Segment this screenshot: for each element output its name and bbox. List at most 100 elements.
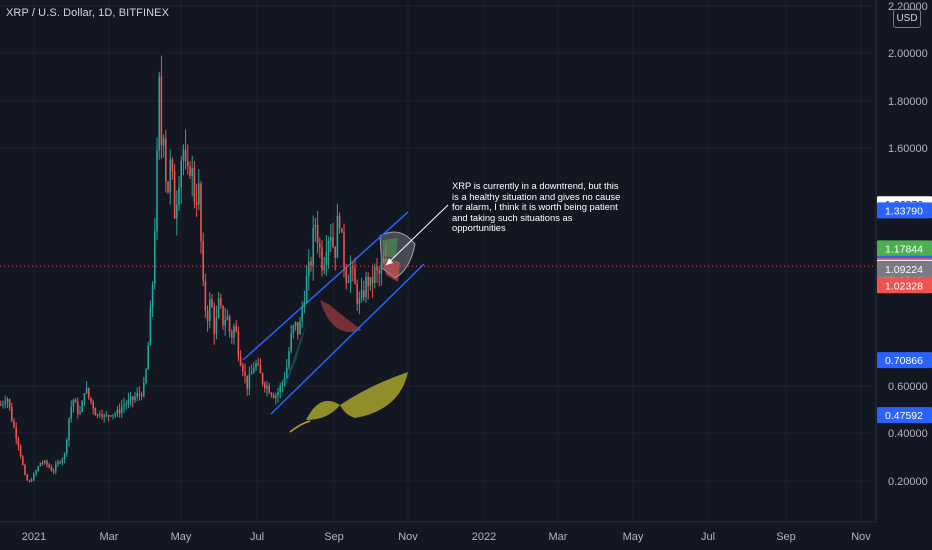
candle-body <box>48 464 50 468</box>
candle-body <box>140 394 143 397</box>
candle-body <box>272 395 275 398</box>
candle-body <box>11 407 13 422</box>
candle-body <box>112 414 114 416</box>
candle-body <box>257 363 259 365</box>
y-tick-label: 0.40000 <box>888 428 928 440</box>
candle-body <box>213 306 215 334</box>
y-tick-label: 0.20000 <box>888 476 928 488</box>
candle-body <box>365 276 367 298</box>
x-tick-label: Sep <box>324 531 344 543</box>
candle-body <box>4 401 6 404</box>
price-labels: 1.363761.337901.178441.113791.1037009:47… <box>877 196 932 424</box>
candle-body <box>37 466 39 471</box>
candle-body <box>74 399 77 403</box>
candle-body <box>182 149 185 161</box>
price-label-text: 1.02328 <box>885 280 923 292</box>
candle-body <box>101 414 103 417</box>
candle-body <box>19 445 22 457</box>
candle-body <box>107 415 110 417</box>
channel-lower-line <box>270 263 425 415</box>
candle-body <box>237 331 240 357</box>
price-label-text: 1.09224 <box>885 264 923 276</box>
price-label-box <box>877 202 932 219</box>
candle-body <box>96 414 99 416</box>
x-tick-label: Mar <box>100 531 119 543</box>
candle-body <box>149 307 152 346</box>
candle-body <box>290 332 292 352</box>
price-label-box <box>877 352 932 369</box>
candle-body <box>178 187 180 205</box>
time-axis[interactable] <box>0 522 932 550</box>
candle-body <box>123 404 125 407</box>
candle-body <box>169 159 171 193</box>
price-label-box <box>877 240 932 257</box>
candle-body <box>15 427 17 439</box>
currency-button[interactable]: USD <box>893 9 921 28</box>
candle-body <box>222 305 224 326</box>
candle-body <box>259 364 262 374</box>
candle-body <box>189 166 191 176</box>
candle-body <box>233 325 235 338</box>
candle-body <box>281 382 284 386</box>
candle-body <box>303 301 306 308</box>
candle-body <box>246 375 248 389</box>
candle-body <box>44 461 46 463</box>
candle-body <box>250 372 253 375</box>
candle-body <box>239 356 242 366</box>
candle-body <box>68 418 70 441</box>
price-label-text: 1.17844 <box>885 243 923 255</box>
price-label-box <box>877 277 932 294</box>
candle-body <box>200 183 202 242</box>
candle-body <box>24 464 26 475</box>
candle-body <box>283 377 286 383</box>
candle-body <box>151 283 154 308</box>
candle-body <box>336 215 339 258</box>
candle-body <box>28 480 31 482</box>
red-arc-shape <box>320 300 362 332</box>
candle-body <box>160 76 163 146</box>
candle-body <box>369 277 372 287</box>
candle-body <box>204 281 207 311</box>
candle-body <box>22 456 24 465</box>
candle-body <box>327 240 330 252</box>
drawings-layer <box>242 211 425 433</box>
candle-body <box>99 414 101 416</box>
candle-body <box>367 276 369 287</box>
wave-shape <box>306 372 408 420</box>
x-tick-label: May <box>171 531 192 543</box>
x-tick-label: Nov <box>398 531 418 543</box>
annotation-arrow-head <box>386 258 393 265</box>
candle-body <box>332 237 334 247</box>
candle-body <box>217 298 220 318</box>
x-tick-label: 2022 <box>472 531 496 543</box>
candle-body <box>136 393 138 398</box>
candle-body <box>167 181 169 193</box>
candle-body <box>286 367 288 378</box>
price-label-text: 0.70866 <box>885 355 923 367</box>
candle-body <box>2 403 4 405</box>
candle-body <box>341 228 343 233</box>
candle-body <box>211 299 213 307</box>
candle-body <box>52 470 55 472</box>
candle-body <box>6 399 9 402</box>
candle-body <box>57 461 59 465</box>
candle-body <box>352 266 354 269</box>
time-axis-ticks: 2021 Mar May Jul Sep Nov 2022 Mar May Jul Sep Nov <box>22 531 872 543</box>
candle-body <box>356 283 358 304</box>
price-label-box <box>877 407 932 424</box>
x-tick-label: Nov <box>851 531 871 543</box>
candle-body <box>191 168 193 176</box>
candle-body <box>70 406 72 419</box>
candle-body <box>231 331 233 338</box>
candle-body <box>145 369 147 383</box>
candle-body <box>132 396 134 400</box>
candle-body <box>63 453 66 460</box>
x-tick-label: Mar <box>549 531 568 543</box>
overlay-layer <box>0 204 876 267</box>
candle-body <box>143 382 145 397</box>
wave-tail <box>289 420 311 433</box>
candle-body <box>127 399 130 405</box>
candle-body <box>371 277 374 284</box>
